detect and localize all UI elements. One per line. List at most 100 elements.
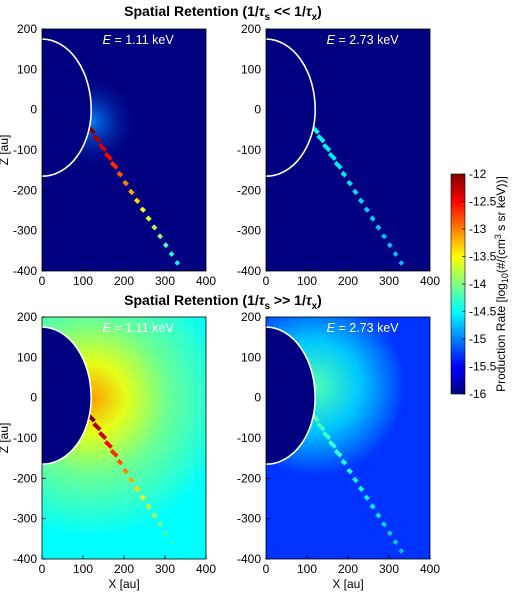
x-tick-label: 200 [338, 562, 358, 576]
tail-segment [157, 521, 164, 528]
y-tick-label: 100 [241, 350, 261, 364]
y-tick-label: -200 [237, 471, 261, 485]
x-tick-label: 200 [114, 274, 134, 288]
tail-segment [168, 251, 175, 257]
y-tick-label: -300 [13, 512, 37, 526]
tail-segment [139, 206, 146, 213]
tail-segment [174, 260, 181, 266]
tail-segment [363, 206, 370, 213]
tail-segment [381, 233, 388, 240]
x-tick-label: 0 [263, 562, 270, 576]
tail-segment [103, 151, 113, 161]
heliopause-boundary [266, 38, 317, 178]
tail-segment [116, 458, 124, 466]
tail-segment [357, 485, 365, 492]
x-tick-label: 0 [39, 562, 46, 576]
tail-segment [168, 539, 175, 545]
x-tick-label: 300 [379, 562, 399, 576]
x-tick-label: 100 [73, 562, 93, 576]
tail-segment [392, 251, 399, 257]
y-tick-label: -100 [13, 431, 37, 445]
y-tick-label: 200 [17, 310, 37, 324]
x-tick-label: 200 [114, 562, 134, 576]
y-tick-label: -400 [13, 264, 37, 278]
x-tick-label: 200 [338, 274, 358, 288]
tail-segment [363, 494, 370, 501]
colorbar-label: Production Rate [log10(#/(cm3 s sr keV))… [493, 176, 510, 392]
x-tick-label: 400 [420, 562, 440, 576]
y-tick-label: -300 [237, 512, 261, 526]
tail-segment [162, 242, 169, 249]
y-tick-label: -200 [13, 183, 37, 197]
tail-segment [151, 224, 158, 231]
colorbar-tick-label: -13 [469, 222, 487, 236]
tail-segment [386, 530, 393, 537]
x-tick-label: 300 [155, 562, 175, 576]
y-tick-label: 100 [17, 62, 37, 76]
heatmap-panels: E = 1.11 keV 0 100 200 300 400 200 100 0 -100 -200… [0, 22, 440, 591]
colorbar-tick-label: -15.5 [469, 360, 497, 374]
energy-label: E = 1.11 keV [103, 321, 175, 335]
x-tick-label: 100 [297, 274, 317, 288]
y-tick-label: 200 [241, 22, 261, 36]
tail-segment [116, 170, 124, 178]
y-tick-label: -400 [13, 552, 37, 566]
tail-segment [375, 224, 382, 231]
heliopause-boundary [42, 38, 93, 178]
tail-segment [322, 431, 332, 441]
tail-segment [369, 215, 376, 222]
y-tick-label: 100 [241, 62, 261, 76]
heliosphere-interior [266, 327, 316, 465]
y-tick-label: -400 [237, 264, 261, 278]
y-tick-label: 100 [17, 350, 37, 364]
x-tick-label: 0 [39, 274, 46, 288]
y-axis-label: Z [au] [0, 135, 11, 166]
tail-segment [322, 143, 332, 153]
colorbar-tick-label: -13.5 [469, 250, 497, 264]
tail-segment [398, 260, 405, 266]
tail-segment [327, 439, 337, 449]
colorbar-tick-label: -12 [469, 167, 487, 181]
tail-segment [145, 503, 152, 510]
tail-segment [375, 512, 382, 519]
heliosphere-interior [42, 327, 92, 465]
heliosphere-interior [266, 39, 316, 177]
tail-segment [316, 422, 326, 432]
tail-segment [92, 134, 102, 144]
x-tick-label: 300 [155, 274, 175, 288]
tail-segment [357, 197, 365, 204]
tail-segment [369, 503, 376, 510]
tail-segment [174, 548, 181, 554]
colorbar-tick-label: -14.5 [469, 305, 497, 319]
y-tick-label: -100 [237, 143, 261, 157]
heliopause-boundary [42, 326, 93, 466]
tail-segment [398, 548, 405, 554]
tail-segment [139, 494, 146, 501]
heliopause-boundary [266, 326, 317, 466]
tail-segment [98, 431, 108, 441]
y-tick-label: 0 [30, 391, 37, 405]
y-tick-label: 200 [241, 310, 261, 324]
x-axis-label: X [au] [108, 577, 139, 591]
tail-segment [122, 467, 129, 475]
tail-segment [346, 179, 353, 187]
y-tick-label: 0 [30, 103, 37, 117]
y-tick-label: 200 [17, 22, 37, 36]
tail-segment [316, 134, 326, 144]
x-tick-label: 0 [263, 274, 270, 288]
tail-segment [386, 242, 393, 249]
tail-segment [122, 179, 129, 187]
y-tick-label: -400 [237, 552, 261, 566]
tail-segment [133, 197, 141, 204]
tail-segment [98, 143, 108, 153]
heatmap-panel-top-right: E = 2.73 keV 0 100 200 300 400 200 100 0 -100 -200… [237, 22, 440, 288]
tail-segment [333, 160, 343, 170]
x-tick-label: 400 [196, 274, 216, 288]
x-axis-label: X [au] [332, 577, 363, 591]
colorbar-tick-label: -15 [469, 332, 487, 346]
title-top: Spatial Retention (1/τs << 1/τx) [124, 3, 322, 23]
energy-label: E = 2.73 keV [327, 321, 400, 335]
tail-segment [381, 521, 388, 528]
y-tick-label: -100 [13, 143, 37, 157]
tail-segment [109, 448, 119, 458]
